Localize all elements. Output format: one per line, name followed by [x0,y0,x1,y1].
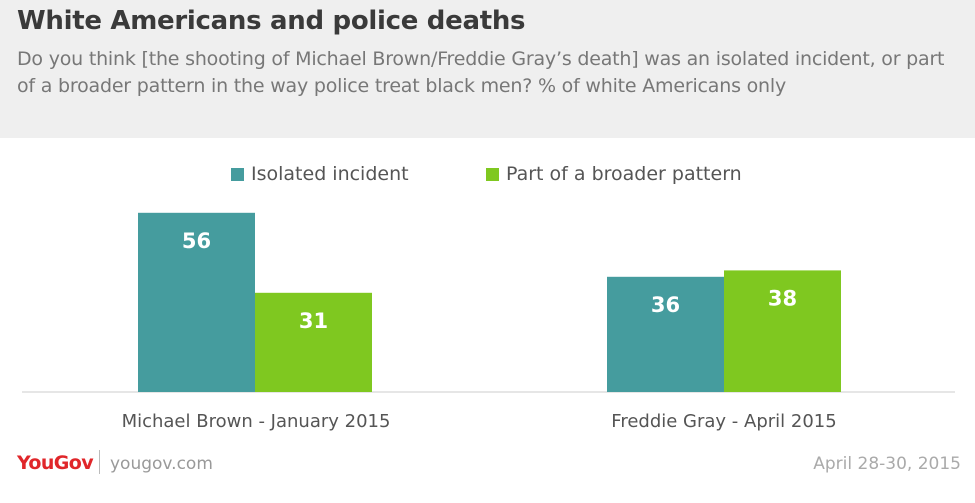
bar-isolated-0 [138,212,255,392]
data-label-isolated-0: 56 [182,229,211,253]
legend-label-pattern: Part of a broader pattern [506,163,742,185]
legend-item-isolated: Isolated incident [231,160,409,188]
footer-divider [99,450,100,474]
data-label-pattern-1: 38 [768,286,797,310]
chart-title: White Americans and police deaths [17,6,526,36]
bar-pattern-1 [724,270,841,392]
yougov-logo: YouGov [17,452,94,474]
bar-pattern-0 [255,292,372,392]
bar-isolated-1 [607,276,724,392]
data-label-isolated-1: 36 [651,293,680,317]
legend-label-isolated: Isolated incident [251,163,409,185]
category-label-1: Freddie Gray - April 2015 [611,411,836,432]
legend-swatch-pattern [486,167,499,181]
data-label-pattern-0: 31 [299,309,328,333]
footer-url[interactable]: yougov.com [110,454,213,474]
chart-legend: Isolated incident Part of a broader patt… [0,160,975,188]
legend-item-pattern: Part of a broader pattern [486,160,742,188]
chart-header: White Americans and police deaths Do you… [0,0,975,138]
category-label-0: Michael Brown - January 2015 [122,411,391,432]
legend-swatch-isolated [231,167,244,181]
footer-date: April 28-30, 2015 [813,454,961,474]
chart-subtitle: Do you think [the shooting of Michael Br… [17,48,945,97]
